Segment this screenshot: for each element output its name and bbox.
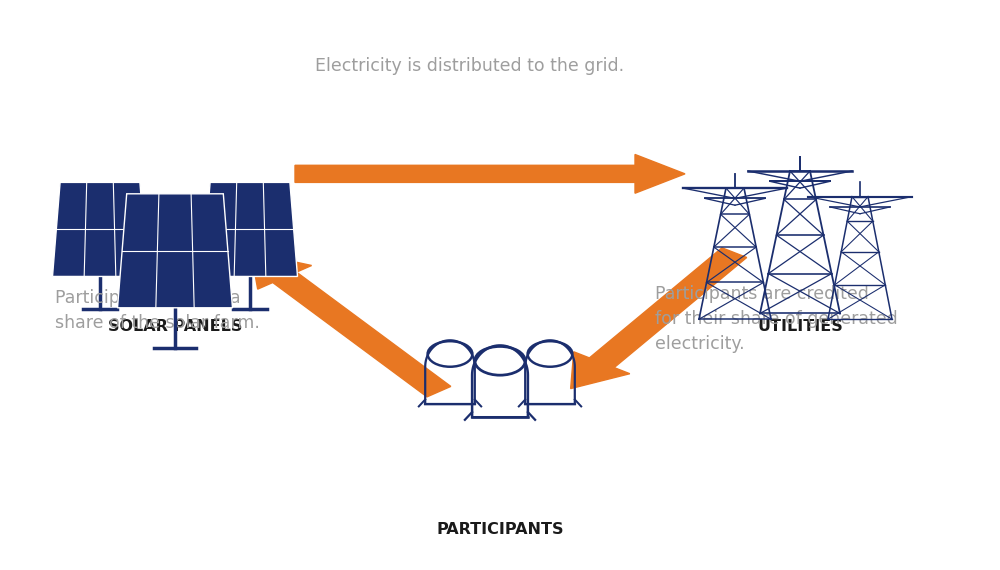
Polygon shape — [202, 182, 298, 276]
Text: PARTICIPANTS: PARTICIPANTS — [436, 522, 564, 536]
Text: Participants are credited
for their share of generated
electricity.: Participants are credited for their shar… — [655, 285, 898, 353]
Text: Participants pay for a
share of the solar farm.: Participants pay for a share of the sola… — [55, 289, 260, 332]
Text: Electricity is distributed to the grid.: Electricity is distributed to the grid. — [315, 56, 625, 75]
FancyArrow shape — [571, 248, 747, 389]
Polygon shape — [52, 182, 148, 276]
FancyArrow shape — [251, 253, 451, 397]
Text: SOLAR PANELS: SOLAR PANELS — [108, 319, 242, 334]
FancyArrow shape — [295, 154, 685, 193]
Text: UTILITIES: UTILITIES — [757, 319, 843, 334]
Polygon shape — [118, 194, 232, 308]
